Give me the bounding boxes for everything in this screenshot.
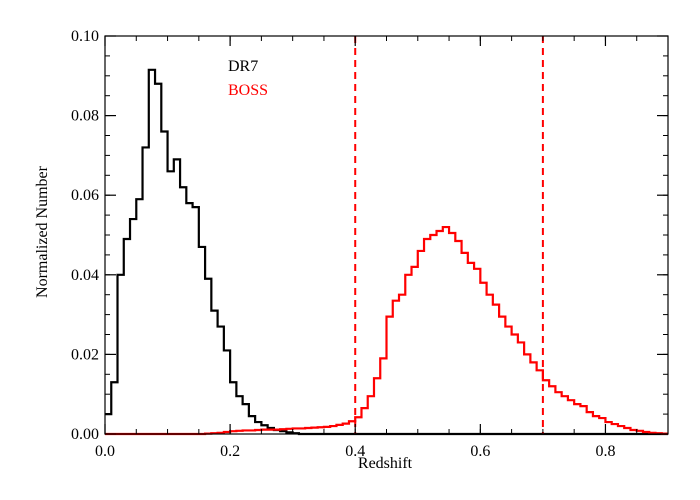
y-tick-label: 0.02 xyxy=(71,346,99,363)
y-tick-label: 0.06 xyxy=(71,187,99,204)
x-tick-label: 0.8 xyxy=(595,443,615,460)
y-tick-label: 0.04 xyxy=(71,267,99,284)
y-tick-label: 0.08 xyxy=(71,108,99,125)
legend-label-dr7: DR7 xyxy=(228,58,258,75)
series-boss-line xyxy=(105,225,668,436)
x-tick-label: 0.4 xyxy=(345,443,365,460)
x-tick-label: 0.0 xyxy=(95,443,115,460)
y-tick-label: 0.00 xyxy=(71,426,99,443)
series-dr7-line xyxy=(105,68,668,436)
x-tick-label: 0.2 xyxy=(220,443,240,460)
y-axis-title: Normalized Number xyxy=(34,165,51,298)
x-tick-label: 0.6 xyxy=(470,443,490,460)
plot-area xyxy=(105,36,668,436)
x-axis-title: Redshift xyxy=(358,455,413,472)
legend: DR7 BOSS xyxy=(228,58,268,99)
plot-frame xyxy=(104,35,669,435)
legend-label-boss: BOSS xyxy=(228,82,268,99)
axes: 0.0 0.2 0.4 0.6 0.8 0.00 0.02 0.04 0.06 0.08 0.10 xyxy=(71,28,669,460)
y-tick-label: 0.10 xyxy=(71,28,99,45)
